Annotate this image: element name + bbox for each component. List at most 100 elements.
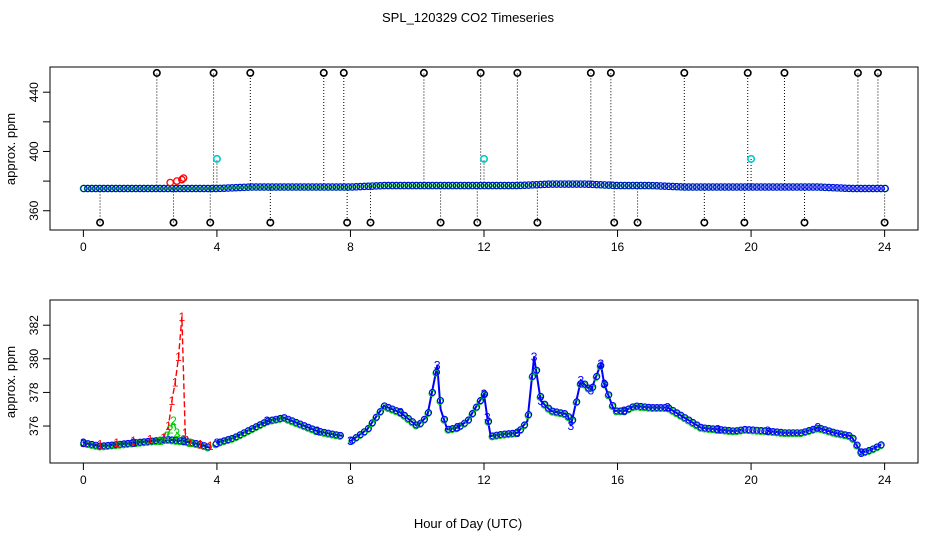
top-point-series-3 — [248, 183, 256, 191]
bottom-point-series-3 — [444, 425, 453, 433]
top-point-series-3 — [548, 180, 557, 188]
bottom-point-series-3 — [613, 407, 621, 415]
bottom-point-series-3 — [773, 428, 781, 436]
top-point-series-3 — [228, 184, 236, 192]
bottom-point-label-series-3: 3 — [714, 422, 721, 436]
top-high-outlier-point — [419, 68, 428, 77]
bottom-point-series-3 — [96, 442, 104, 450]
top-low-outlier-point — [880, 218, 889, 227]
top-point-series-3 — [733, 183, 741, 191]
bottom-point-series-3 — [220, 437, 228, 445]
bottom-point-series-3 — [809, 425, 817, 433]
bottom-point-label-series-2: 2 — [157, 434, 164, 448]
bottom-point-label-series-3: 3 — [434, 359, 441, 373]
top-point-series-3 — [84, 184, 92, 193]
top-point-series-3 — [144, 184, 152, 193]
top-point-series-3 — [364, 182, 373, 191]
bottom-point-series-3 — [120, 440, 128, 448]
top-point-series-3 — [564, 180, 573, 188]
top-point-series-3 — [260, 183, 269, 191]
top-point-series-3 — [116, 184, 124, 193]
bottom-point-series-3 — [797, 429, 805, 437]
top-point-series-3 — [837, 184, 845, 192]
bottom-point-series-3 — [725, 426, 733, 435]
top-point-series-3 — [857, 184, 865, 193]
top-point-series-3 — [645, 181, 653, 190]
bottom-point-label-series-3: 3 — [481, 387, 488, 401]
bottom-point-series-3 — [701, 424, 709, 432]
bottom-x-tick-label: 0 — [80, 473, 87, 487]
top-point-series-3 — [665, 182, 673, 191]
top-point-series-3 — [657, 182, 665, 190]
bottom-point-label-series-3: 3 — [567, 419, 574, 433]
top-high-outlier-point — [606, 68, 615, 77]
top-point-series-1 — [166, 178, 175, 187]
top-low-outlier-point — [700, 218, 709, 227]
top-point-series-3 — [516, 181, 525, 190]
bottom-point-series-3 — [801, 428, 809, 436]
bottom-point-label-series-1: 1 — [80, 436, 87, 450]
top-point-series-3 — [785, 183, 793, 191]
top-point-series-3 — [140, 184, 148, 193]
bottom-point-series-3 — [505, 430, 513, 438]
bottom-point-series-3 — [833, 429, 841, 437]
bottom-point-series-3 — [877, 441, 885, 449]
top-point-series-3 — [444, 181, 453, 190]
bottom-point-series-3 — [477, 397, 485, 405]
top-point-series-3 — [661, 182, 669, 190]
bottom-point-series-3 — [320, 428, 328, 436]
top-point-series-3 — [300, 183, 309, 191]
bottom-point-series-3 — [501, 430, 509, 438]
bottom-point-series-3 — [164, 435, 172, 444]
top-point-series-3 — [633, 181, 641, 190]
top-point-series-3 — [376, 181, 385, 190]
top-point-series-3 — [132, 184, 140, 193]
top-point-series-3 — [200, 184, 208, 193]
top-point-series-3 — [488, 181, 497, 190]
bottom-point-series-3 — [729, 427, 737, 435]
top-x-tick-label: 0 — [80, 240, 87, 254]
top-point-series-3 — [480, 181, 489, 190]
bottom-point-series-3 — [805, 426, 813, 435]
top-point-series-3 — [576, 180, 585, 188]
chart-title: SPL_120329 CO2 Timeseries — [382, 10, 554, 25]
top-point-series-3 — [677, 183, 685, 191]
bottom-point-series-3 — [244, 427, 252, 435]
top-point-series-3 — [572, 180, 581, 188]
top-y-axis-label: approx. ppm — [3, 113, 18, 185]
top-point-series-3 — [817, 183, 825, 191]
bottom-point-series-3 — [188, 439, 196, 447]
bottom-point-series-3 — [849, 434, 857, 442]
top-point-series-3 — [789, 183, 797, 191]
bottom-point-label-series-3: 3 — [598, 357, 605, 371]
top-point-series-3 — [693, 183, 701, 191]
top-point-series-3 — [713, 183, 721, 191]
bottom-point-series-3 — [745, 426, 753, 434]
top-high-outlier-point — [873, 68, 882, 77]
top-point-series-3 — [745, 183, 753, 191]
bottom-point-label-series-1: 1 — [187, 436, 194, 450]
bottom-y-tick-label: 376 — [27, 416, 41, 436]
top-high-outlier-point — [152, 68, 161, 77]
bottom-point-series-3 — [481, 390, 489, 398]
top-point-series-3 — [100, 184, 108, 193]
bottom-point-series-3 — [717, 426, 725, 434]
bottom-point-series-3 — [260, 419, 268, 427]
top-low-outlier-point — [206, 218, 215, 227]
top-mid-outlier-point — [747, 154, 756, 163]
top-x-tick-label: 12 — [477, 240, 491, 254]
bottom-point-label-series-1: 1 — [179, 310, 186, 324]
top-point-series-3 — [781, 183, 789, 191]
top-point-series-3 — [681, 183, 689, 191]
bottom-point-series-3 — [328, 430, 336, 438]
top-point-series-3 — [404, 181, 413, 190]
bottom-point-series-3 — [116, 440, 124, 448]
bottom-point-series-3 — [529, 372, 537, 380]
top-point-series-3 — [420, 181, 429, 190]
bottom-point-series-3 — [236, 431, 244, 439]
top-point-series-3 — [476, 181, 485, 190]
top-point-series-3 — [597, 181, 605, 189]
bottom-point-series-3 — [316, 428, 324, 436]
